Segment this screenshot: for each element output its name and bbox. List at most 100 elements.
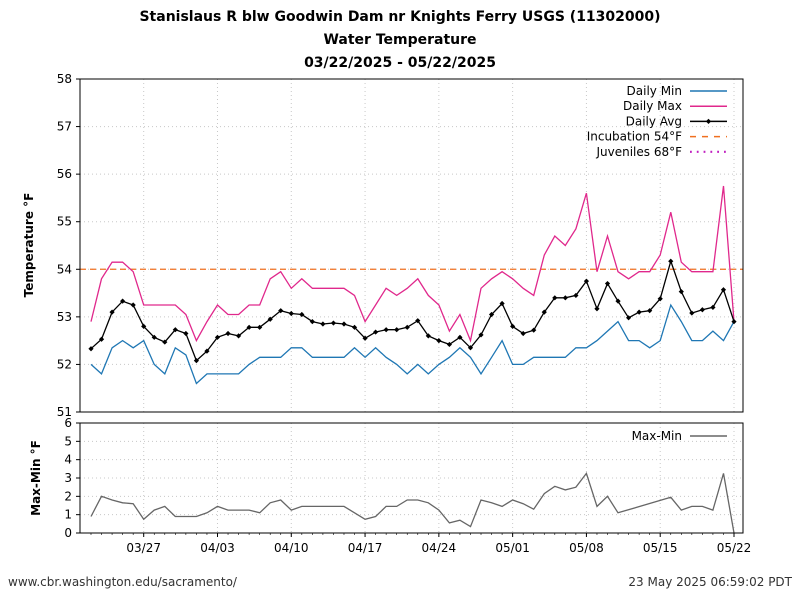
daily-avg-point	[193, 358, 200, 364]
temperature-panel: 51 52 53 54 55 56 57 58 Temperature °F Daily Mi…	[22, 72, 744, 419]
daily-avg-point	[204, 348, 210, 354]
daily-avg-point	[320, 321, 326, 327]
daily-avg-point	[235, 333, 242, 339]
temperature-y-label: Temperature °F	[22, 193, 36, 298]
y-tick-label: 56	[57, 167, 72, 181]
daily-avg-point	[246, 324, 252, 330]
daily-avg-point	[425, 333, 431, 339]
daily-avg-point	[162, 339, 168, 345]
legend-label: Juveniles 68°F	[595, 145, 682, 159]
daily-avg-point	[499, 300, 505, 307]
temperature-plot-frame	[79, 78, 744, 413]
x-tick-label: 05/22	[717, 541, 752, 555]
daily-avg-point	[309, 319, 315, 325]
daily-avg-point	[594, 306, 600, 312]
x-tick-label: 04/24	[422, 541, 457, 555]
daily-avg-point	[731, 319, 737, 325]
daily-avg-point	[183, 330, 189, 337]
legend-label: Daily Avg	[626, 114, 682, 128]
daily-avg-point	[383, 327, 389, 333]
max-min-line	[90, 472, 735, 534]
y-tick-label: 2	[64, 489, 72, 503]
daily-avg-point	[699, 307, 705, 313]
daily-avg-point	[478, 332, 484, 338]
x-tick-label: 03/27	[126, 541, 161, 555]
x-tick-label: 04/10	[274, 541, 309, 555]
daily-avg-point	[689, 310, 695, 316]
daily-avg-point	[625, 315, 632, 321]
daily-avg-line	[90, 259, 735, 362]
chart-title-line-3: 03/22/2025 - 05/22/2025	[304, 55, 496, 71]
daily-avg-point	[225, 330, 231, 337]
daily-avg-point	[362, 335, 368, 341]
daily-avg-point	[130, 302, 136, 308]
footer-url: www.cbr.washington.edu/sacramento/	[8, 575, 238, 589]
y-tick-label: 0	[64, 526, 72, 540]
daily-avg-point	[457, 334, 463, 340]
daily-avg-point	[141, 323, 147, 329]
legend-label: Incubation 54°F	[587, 130, 682, 144]
daily-avg-point	[373, 329, 379, 335]
chart-title-line-2: Water Temperature	[323, 32, 476, 48]
daily-avg-point	[299, 311, 305, 318]
range-grid	[80, 423, 743, 533]
legend-label: Daily Min	[627, 84, 682, 98]
daily-avg-point	[98, 336, 105, 342]
legend-label: Daily Max	[623, 99, 682, 113]
temperature-y-axis: 51 52 53 54 55 56 57 58	[57, 72, 80, 419]
y-tick-label: 57	[57, 120, 72, 134]
y-tick-label: 58	[57, 72, 72, 86]
x-tick-label: 05/01	[495, 541, 530, 555]
daily-avg-point	[467, 345, 474, 351]
daily-avg-point	[257, 324, 263, 330]
daily-avg-point	[404, 324, 410, 330]
date-x-axis: 03/27 04/03 04/10 04/17 04/24 05/01 05/08 05/15…	[90, 533, 752, 555]
range-panel: 0 1 2 3 4 5 6 03/27 04/03 04/10 04/17 04/24 05/01 05…	[29, 416, 751, 555]
daily-avg-point	[351, 324, 358, 330]
daily-avg-point	[510, 323, 516, 329]
daily-avg-point	[615, 298, 621, 304]
daily-avg-point	[214, 334, 221, 340]
daily-avg-point	[172, 327, 178, 333]
daily-avg-point	[520, 330, 526, 337]
y-tick-label: 1	[64, 508, 72, 522]
y-tick-label: 53	[57, 310, 72, 324]
x-tick-label: 04/17	[348, 541, 383, 555]
daily-avg-point	[330, 320, 337, 326]
daily-avg-point	[488, 311, 495, 318]
y-tick-label: 54	[57, 262, 72, 276]
daily-max-line	[90, 185, 735, 343]
range-y-label: Max-Min °F	[29, 440, 43, 516]
daily-avg-point	[109, 309, 115, 315]
daily-avg-point	[394, 327, 400, 333]
x-tick-label: 04/03	[200, 541, 235, 555]
daily-avg-point	[415, 318, 421, 324]
footer-timestamp: 23 May 2025 06:59:02 PDT	[628, 575, 792, 589]
y-tick-label: 6	[64, 416, 72, 430]
daily-avg-point	[436, 338, 442, 344]
range-y-axis: 0 1 2 3 4 5 6	[64, 416, 80, 540]
chart-title-line-1: Stanislaus R blw Goodwin Dam nr Knights …	[139, 9, 660, 25]
daily-avg-point	[710, 304, 716, 310]
daily-avg-point	[657, 296, 663, 302]
temperature-series	[88, 185, 737, 385]
daily-avg-point	[341, 321, 347, 327]
y-tick-label: 5	[64, 434, 72, 448]
range-legend: Max-Min	[632, 429, 727, 443]
daily-avg-point	[668, 258, 674, 264]
x-tick-label: 05/08	[569, 541, 604, 555]
daily-avg-point	[636, 309, 642, 315]
x-tick-label: 05/15	[643, 541, 678, 555]
daily-avg-point	[720, 287, 727, 293]
daily-avg-point	[531, 327, 537, 333]
y-tick-label: 52	[57, 357, 72, 371]
y-tick-label: 3	[64, 471, 72, 485]
y-tick-label: 51	[57, 405, 72, 419]
daily-avg-point	[604, 280, 611, 287]
daily-avg-point	[151, 334, 157, 340]
daily-avg-point	[647, 308, 653, 314]
daily-avg-point	[446, 341, 452, 348]
daily-avg-point	[278, 308, 284, 314]
